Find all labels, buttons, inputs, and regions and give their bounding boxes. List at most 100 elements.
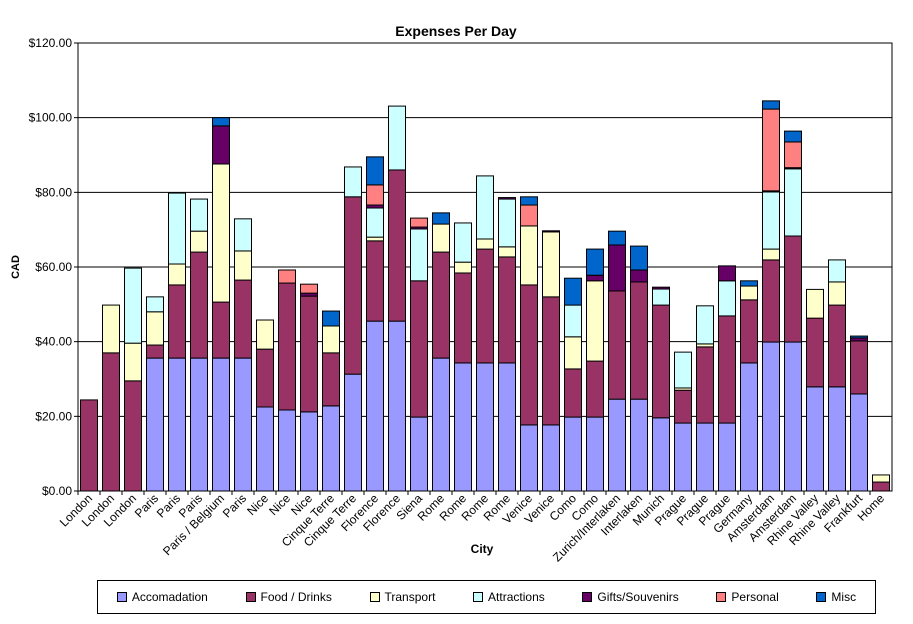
bar-segment-misc xyxy=(564,277,582,306)
chart-title: Expenses Per Day xyxy=(395,23,517,39)
legend-label: Misc xyxy=(831,590,857,604)
legend-label: Attractions xyxy=(488,590,545,604)
bar-segment-food-drinks xyxy=(740,299,758,364)
legend-label: Accomadation xyxy=(131,590,208,604)
legend-label: Gifts/Souvenirs xyxy=(597,590,679,604)
bar-segment-food-drinks xyxy=(696,346,714,424)
bar-segment-accomadation xyxy=(542,424,560,492)
bar-segment-transport xyxy=(322,325,340,354)
bar-segment-attractions xyxy=(718,280,736,317)
bar-segment-misc xyxy=(212,117,230,127)
bar-segment-food-drinks xyxy=(520,284,538,426)
bar-segment-accomadation xyxy=(212,357,230,492)
bar-segment-accomadation xyxy=(718,422,736,492)
bar-segment-accomadation xyxy=(410,416,428,492)
bar-segment-food-drinks xyxy=(322,352,340,407)
bar-segment-accomadation xyxy=(520,424,538,492)
bar-segment-accomadation xyxy=(674,422,692,492)
legend-item: Misc xyxy=(816,590,856,604)
bar-segment-food-drinks xyxy=(784,235,802,343)
bar-segment-accomadation xyxy=(256,406,274,492)
legend-swatch xyxy=(582,592,593,602)
legend-label: Transport xyxy=(384,590,436,604)
legend-item: Personal xyxy=(716,590,779,604)
y-tick-label: $120.00 xyxy=(29,36,73,50)
legend-item: Food / Drinks xyxy=(245,590,332,604)
bar-segment-accomadation xyxy=(168,357,186,492)
bar-segment-transport xyxy=(190,230,208,253)
bar-segment-food-drinks xyxy=(80,399,98,492)
bar-segment-accomadation xyxy=(388,320,406,492)
bar-segment-accomadation xyxy=(586,416,604,492)
bar-segment-accomadation xyxy=(740,362,758,492)
bar-segment-attractions xyxy=(234,218,252,252)
y-axis-label: CAD xyxy=(10,255,22,279)
bar-segment-food-drinks xyxy=(432,251,450,359)
bar-segment-attractions xyxy=(388,105,406,171)
bar-segment-misc xyxy=(586,248,604,276)
bar-segment-misc xyxy=(762,100,780,110)
legend-swatch xyxy=(816,592,827,602)
bar-segment-food-drinks xyxy=(344,196,362,375)
legend-swatch xyxy=(716,592,727,602)
bar-segment-food-drinks xyxy=(168,284,186,359)
bar-segment-transport xyxy=(520,225,538,286)
bar-segment-accomadation xyxy=(190,357,208,492)
bar-segment-food-drinks xyxy=(762,259,780,343)
legend-item: Attractions xyxy=(473,590,545,604)
x-tick-label: Paris xyxy=(220,491,249,520)
bar-segment-accomadation xyxy=(564,416,582,492)
bar-segment-transport xyxy=(366,236,384,242)
bar-segment-food-drinks xyxy=(102,352,120,492)
bar-segment-transport xyxy=(828,281,846,306)
legend-swatch xyxy=(369,592,380,602)
x-tick-label: Paris xyxy=(132,491,161,520)
bar-segment-transport xyxy=(146,311,164,346)
legend: Accomadation Food / Drinks Transport Attrac… xyxy=(97,580,876,614)
bar-segment-attractions xyxy=(476,175,494,240)
legend-swatch xyxy=(473,592,484,602)
bar-segment-transport xyxy=(586,280,604,362)
bar-segment-food-drinks xyxy=(256,348,274,408)
bar-segment-transport xyxy=(168,263,186,286)
legend-swatch xyxy=(245,592,256,602)
y-tick-label: $40.00 xyxy=(35,335,72,349)
bar-segment-accomadation xyxy=(850,393,868,492)
bar-segment-food-drinks xyxy=(498,256,516,364)
bar-segment-misc xyxy=(784,130,802,143)
bar-segment-accomadation xyxy=(828,386,846,492)
x-tick-label: Nice xyxy=(266,491,293,518)
bar-segment-food-drinks xyxy=(872,481,890,492)
bar-segment-food-drinks xyxy=(454,272,472,364)
x-axis-label: City xyxy=(471,542,494,556)
bar-segment-attractions xyxy=(564,304,582,338)
bar-segment-accomadation xyxy=(146,357,164,492)
bar-segment-attractions xyxy=(410,228,428,282)
legend-label: Food / Drinks xyxy=(260,590,332,604)
bar-segment-accomadation xyxy=(432,357,450,492)
bar-segment-personal xyxy=(278,269,296,284)
bar-segment-misc xyxy=(850,335,868,339)
bar-segment-accomadation xyxy=(322,405,340,492)
bar-segment-attractions xyxy=(674,351,692,389)
bar-segment-food-drinks xyxy=(630,281,648,400)
bar-segment-gifts-souvenirs xyxy=(212,125,230,165)
bar-segment-transport xyxy=(542,231,560,298)
bar-segment-gifts-souvenirs xyxy=(652,286,670,290)
bar-segment-personal xyxy=(366,184,384,206)
bar-segment-misc xyxy=(432,212,450,225)
bar-segment-gifts-souvenirs xyxy=(608,244,626,292)
y-tick-label: $60.00 xyxy=(35,260,72,274)
bar-segment-transport xyxy=(564,336,582,370)
bar-segment-food-drinks xyxy=(806,317,824,388)
bar-segment-misc xyxy=(740,280,758,287)
legend-label: Personal xyxy=(731,590,779,604)
bar-segment-transport xyxy=(234,250,252,281)
bar-segment-transport xyxy=(806,288,824,319)
bar-segment-accomadation xyxy=(806,386,824,492)
bar-segment-attractions xyxy=(652,288,670,306)
bar-segment-attractions xyxy=(190,198,208,232)
bar-segment-transport xyxy=(256,319,274,350)
bar-segment-misc xyxy=(608,230,626,246)
